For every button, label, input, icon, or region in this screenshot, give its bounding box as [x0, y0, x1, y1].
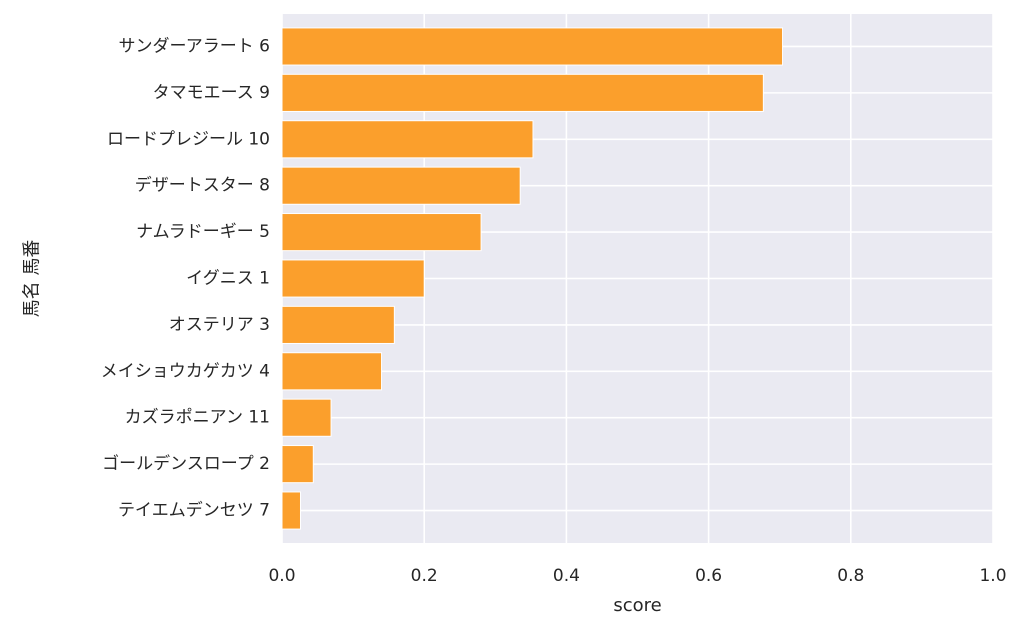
x-tick-label: 0.4 — [553, 566, 580, 586]
x-tick-label: 0.0 — [268, 566, 295, 586]
x-tick-labels: 0.0 0.2 0.4 0.6 0.8 1.0 — [268, 566, 1006, 586]
bar — [281, 491, 301, 530]
bar — [281, 213, 482, 252]
y-tick-label: ロードプレジール 10 — [107, 129, 270, 149]
y-tick-label: カズラポニアン 11 — [125, 408, 270, 428]
y-tick-labels: サンダーアラート 6 タマモエース 9 ロードプレジール 10 デザートスター 8 ナム… — [101, 36, 270, 520]
bar — [281, 305, 395, 344]
bar — [281, 398, 332, 437]
y-axis-label: 馬名 馬番 — [22, 240, 43, 318]
bar — [281, 120, 534, 159]
bar — [281, 27, 784, 66]
bar — [281, 445, 314, 484]
x-tick-label: 1.0 — [979, 566, 1006, 586]
bar — [281, 166, 521, 205]
x-tick-label: 0.6 — [695, 566, 722, 586]
y-tick-label: サンダーアラート 6 — [118, 36, 270, 56]
y-tick-label: ナムラドーギー 5 — [136, 222, 270, 242]
x-axis-label: score — [613, 595, 661, 616]
y-tick-label: メイショウカゲカツ 4 — [101, 361, 270, 381]
y-tick-label: タマモエース 9 — [153, 83, 270, 103]
x-tick-label: 0.8 — [837, 566, 864, 586]
bar — [281, 73, 764, 112]
y-tick-label: テイエムデンセツ 7 — [118, 500, 270, 521]
bar — [281, 352, 383, 391]
y-tick-label: イグニス 1 — [186, 269, 270, 289]
y-tick-label: ゴールデンスロープ 2 — [102, 453, 270, 474]
bars — [281, 27, 784, 530]
y-tick-label: オステリア 3 — [169, 315, 270, 335]
x-tick-label: 0.2 — [411, 566, 438, 586]
y-tick-label: デザートスター 8 — [135, 175, 270, 196]
bar — [281, 259, 425, 298]
